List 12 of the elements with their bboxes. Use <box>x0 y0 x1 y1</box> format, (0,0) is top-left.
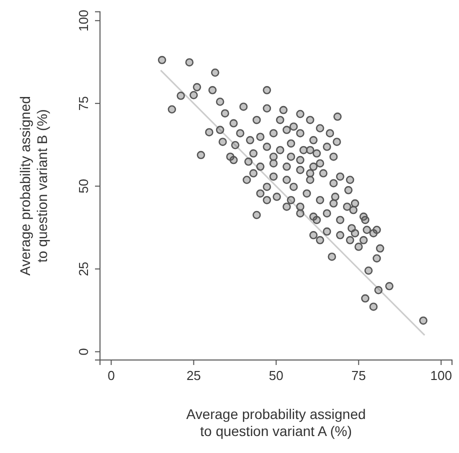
x-tick-label: 0 <box>108 368 115 384</box>
y-tick-label: 75 <box>76 96 91 111</box>
x-axis-title: Average probability assigned to question variant A (%) <box>186 406 366 439</box>
y-tick-label: 100 <box>76 10 91 32</box>
x-tick-label: 75 <box>351 368 366 384</box>
y-tick-label: 50 <box>76 178 91 194</box>
y-axis-title: Average probability assigned to question variant B (%) <box>17 96 50 276</box>
x-tick-label: 50 <box>268 368 284 384</box>
x-tick-label: 100 <box>430 368 452 384</box>
y-tick-label: 25 <box>76 262 91 276</box>
y-tick-label: 0 <box>76 348 91 356</box>
x-tick-label: 25 <box>186 368 201 384</box>
